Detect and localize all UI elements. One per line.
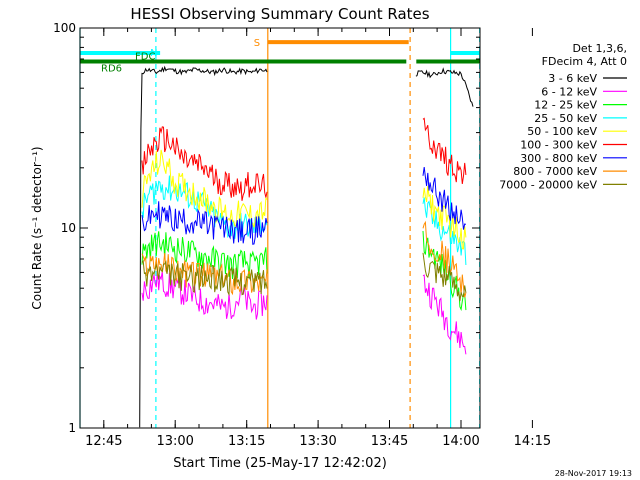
- series-line-5-1: [422, 117, 467, 184]
- legend-label-1: 6 - 12 keV: [541, 85, 597, 98]
- series-line-6-1: [422, 167, 467, 230]
- x-tick-label-0: 12:45: [85, 434, 122, 449]
- series-line-3-0: [141, 175, 268, 239]
- chart-title: HESSI Observing Summary Count Rates: [130, 5, 429, 23]
- x-tick-label-3: 13:30: [299, 434, 336, 449]
- series-line-1-0: [141, 269, 268, 320]
- series-line-6-0: [141, 201, 268, 245]
- y-axis-label: Count Rate (s⁻¹ detector⁻¹): [30, 146, 44, 309]
- y-tick-label-0: 1: [68, 421, 76, 435]
- legend-label-5: 100 - 300 keV: [520, 139, 597, 152]
- y-axis-ticks: 1 10 100: [53, 21, 480, 435]
- x-axis-label: Start Time (25-May-17 12:42:02): [173, 456, 387, 471]
- x-axis-ticks: 12:45 13:00 13:15 13:30 13:45 14:00 14:15: [79, 28, 551, 449]
- legend-header-line-1: Det 1,3,6,: [572, 42, 627, 55]
- series-line-5-0: [141, 126, 268, 201]
- flag-label-fdc: FDC: [135, 51, 155, 62]
- x-tick-label-6: 14:15: [514, 434, 551, 449]
- series-line-8-0: [141, 259, 268, 297]
- y-tick-label-2: 100: [53, 21, 76, 35]
- flag-bars: N S RD6 FDC: [80, 38, 480, 74]
- legend-label-6: 300 - 800 keV: [520, 152, 597, 165]
- flag-label-S: S: [254, 38, 260, 49]
- series-line-0-1: [415, 67, 474, 107]
- legend-label-2: 12 - 25 keV: [534, 99, 597, 112]
- legend-label-7: 800 - 7000 keV: [513, 165, 597, 178]
- series-line-0-0: [139, 65, 268, 428]
- series-line-1-1: [422, 274, 467, 355]
- series-line-4-0: [141, 149, 268, 228]
- footer-timestamp: 28-Nov-2017 19:13: [555, 469, 632, 478]
- x-tick-label-4: 13:45: [371, 434, 408, 449]
- series-line-2-0: [141, 231, 268, 280]
- legend-label-4: 50 - 100 keV: [527, 125, 597, 138]
- series-line-3-1: [422, 197, 467, 266]
- series-line-4-1: [422, 186, 467, 250]
- legend-header-line-2: FDecim 4, Att 0: [542, 55, 627, 68]
- legend-label-0: 3 - 6 keV: [548, 72, 597, 85]
- legend-label-8: 7000 - 20000 keV: [499, 178, 597, 191]
- y-tick-label-1: 10: [61, 221, 76, 235]
- series-line-8-1: [422, 252, 467, 302]
- x-tick-label-5: 14:00: [442, 434, 479, 449]
- flag-label-N: N: [150, 48, 157, 59]
- x-tick-label-1: 13:00: [156, 434, 193, 449]
- x-tick-label-2: 13:15: [228, 434, 265, 449]
- series-lines: [139, 65, 474, 428]
- flag-label-rd6: RD6: [101, 63, 122, 74]
- legend-label-3: 25 - 50 keV: [534, 112, 597, 125]
